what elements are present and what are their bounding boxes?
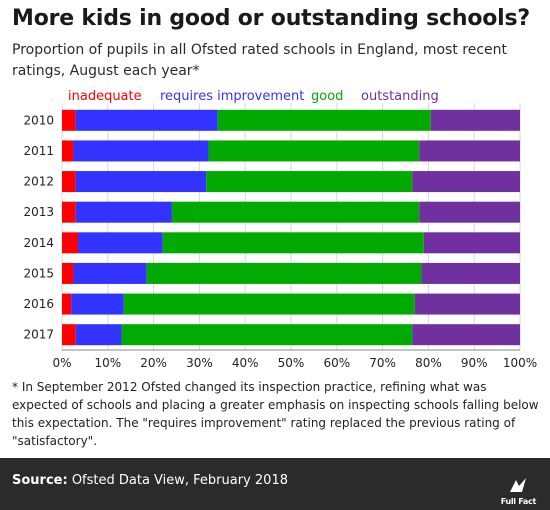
bar-outstanding-2014 (423, 232, 520, 254)
y-tick-label: 2015 (23, 266, 54, 280)
y-tick-label: 2014 (23, 236, 54, 250)
y-tick-label: 2012 (23, 175, 54, 189)
y-tick-label: 2016 (23, 297, 54, 311)
y-tick-label: 2017 (23, 328, 54, 342)
y-tick-label: 2011 (23, 144, 54, 158)
x-tick-label: 0% (52, 356, 71, 370)
bar-good-2010 (217, 109, 431, 131)
bar-requires-improvement-2010 (75, 109, 218, 131)
bar-good-2017 (121, 324, 413, 346)
bar-good-2012 (206, 171, 413, 193)
bar-outstanding-2016 (414, 293, 520, 315)
y-tick-label: 2010 (23, 113, 54, 127)
stacked-bar-chart: 2010 2011 2012 2013 2014 2015 2016 2017 0% 10% 20%… (23, 89, 537, 370)
legend-requires-improvement: requires improvement (160, 89, 304, 104)
x-tick-label: 50% (278, 356, 305, 370)
x-tick-label: 100% (503, 356, 537, 370)
bar-requires-improvement-2016 (71, 293, 124, 315)
full-fact-logo: Full Fact (490, 476, 540, 506)
source-line: Source: Ofsted Data View, February 2018 (12, 473, 288, 488)
bar-good-2013 (171, 201, 420, 223)
bar-requires-improvement-2015 (73, 262, 147, 284)
logo-mark-icon (510, 478, 526, 492)
bar-inadequate-2017 (62, 324, 76, 346)
x-tick-label: 60% (323, 356, 350, 370)
bar-outstanding-2015 (421, 262, 520, 284)
bar-inadequate-2015 (62, 262, 74, 284)
source-text: Ofsted Data View, February 2018 (67, 473, 288, 488)
bar-requires-improvement-2013 (75, 201, 172, 223)
x-tick-label: 20% (140, 356, 167, 370)
x-tick-label: 10% (94, 356, 121, 370)
bar-inadequate-2011 (62, 140, 74, 162)
x-tick-label: 70% (369, 356, 396, 370)
source-label: Source: (12, 473, 68, 488)
bar-requires-improvement-2014 (78, 232, 163, 254)
x-tick-label: 80% (415, 356, 442, 370)
bar-good-2015 (146, 262, 422, 284)
bar-outstanding-2010 (430, 109, 520, 131)
bar-outstanding-2011 (419, 140, 520, 162)
bar-inadequate-2014 (62, 232, 79, 254)
chart-title: More kids in good or outstanding schools… (12, 6, 530, 31)
legend-outstanding: outstanding (361, 89, 439, 104)
bar-requires-improvement-2011 (73, 140, 209, 162)
bar-inadequate-2016 (62, 293, 72, 315)
bar-outstanding-2013 (419, 201, 520, 223)
bar-outstanding-2017 (412, 324, 520, 346)
y-tick-label: 2013 (23, 205, 54, 219)
bar-inadequate-2010 (62, 109, 76, 131)
bar-good-2016 (123, 293, 415, 315)
legend-good: good (311, 89, 343, 104)
chart-subtitle: Proportion of pupils in all Ofsted rated… (12, 42, 508, 79)
x-tick-label: 30% (186, 356, 213, 370)
bar-requires-improvement-2012 (75, 171, 207, 193)
bar-outstanding-2012 (412, 171, 520, 193)
logo-text: Full Fact (500, 497, 537, 506)
footer-bar: Source: Ofsted Data View, February 2018 … (0, 458, 550, 510)
bar-requires-improvement-2017 (75, 324, 122, 346)
bar-good-2011 (208, 140, 420, 162)
legend-inadequate: inadequate (68, 89, 142, 104)
bar-good-2014 (162, 232, 424, 254)
bar-inadequate-2012 (62, 171, 76, 193)
x-tick-label: 40% (232, 356, 259, 370)
x-tick-label: 90% (461, 356, 488, 370)
footnote: * In September 2012 Ofsted changed its i… (12, 380, 539, 448)
bar-inadequate-2013 (62, 201, 76, 223)
